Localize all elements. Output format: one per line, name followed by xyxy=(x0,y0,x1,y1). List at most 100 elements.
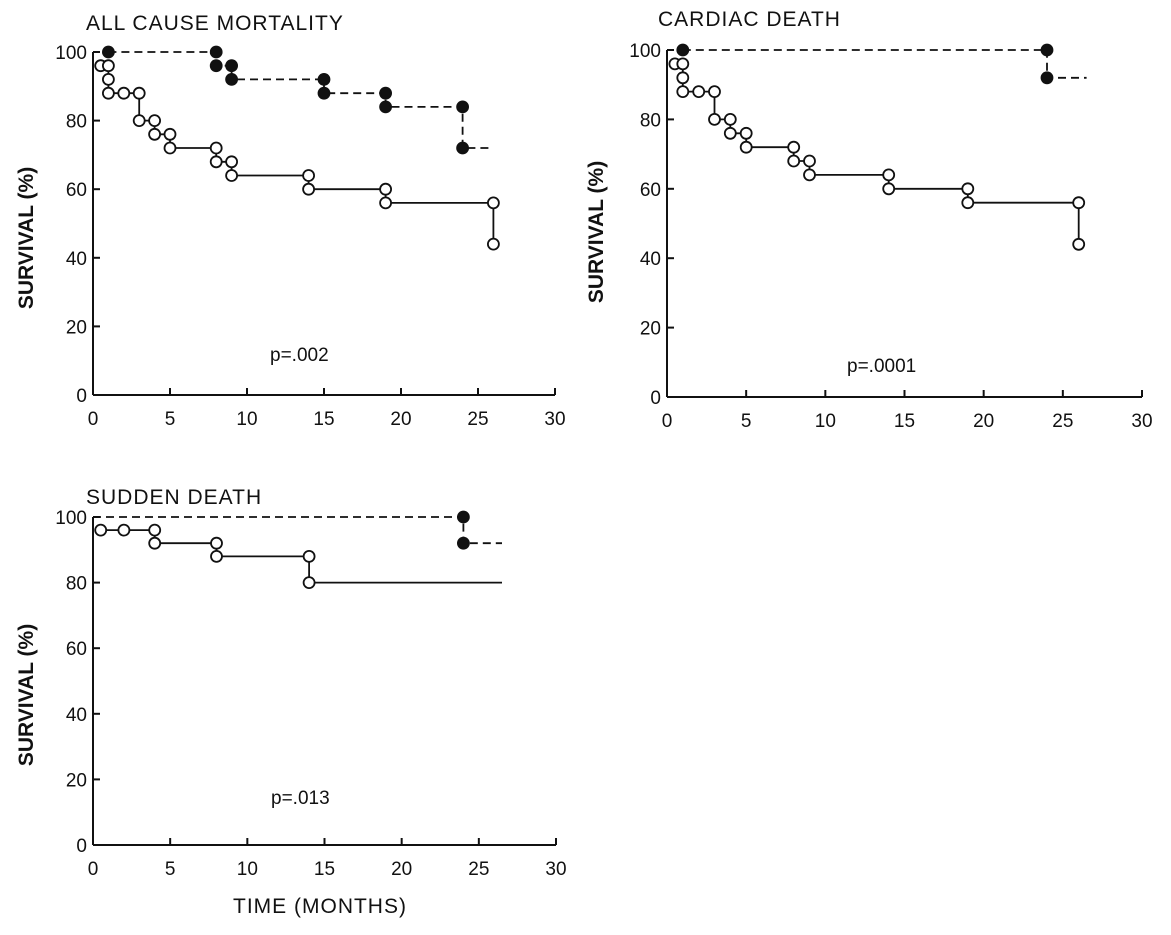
filled-marker xyxy=(209,59,223,73)
treated-group-curve xyxy=(93,516,502,545)
y-tick-label: 80 xyxy=(66,112,87,133)
x-tick-label: 25 xyxy=(467,409,488,430)
x-tick-label: 25 xyxy=(468,859,489,880)
x-tick-label: 15 xyxy=(314,859,335,880)
treated-group-curve xyxy=(682,49,1087,79)
x-tick-label: 10 xyxy=(815,411,836,432)
x-tick-label: 10 xyxy=(237,859,258,880)
y-tick-label: 80 xyxy=(66,574,87,595)
y-tick-label: 100 xyxy=(629,41,661,62)
filled-marker xyxy=(456,100,470,114)
open-marker xyxy=(723,126,737,140)
open-marker xyxy=(132,86,146,100)
open-marker xyxy=(379,182,393,196)
open-marker xyxy=(676,85,690,98)
filled-marker xyxy=(379,100,393,114)
y-axis-label: SURVIVAL (%) xyxy=(585,161,608,303)
open-marker xyxy=(148,523,162,537)
filled-marker xyxy=(456,510,470,524)
open-marker xyxy=(94,523,108,537)
open-marker xyxy=(708,85,721,98)
x-tick-label: 15 xyxy=(313,409,334,430)
open-marker xyxy=(708,113,721,126)
x-tick-label: 20 xyxy=(390,409,411,430)
open-marker xyxy=(148,536,162,550)
open-marker xyxy=(882,182,896,196)
open-marker xyxy=(225,169,239,182)
x-tick-label: 30 xyxy=(545,859,566,880)
filled-marker xyxy=(1040,43,1054,57)
x-tick-label: 20 xyxy=(391,859,412,880)
y-tick-label: 60 xyxy=(66,639,87,660)
x-tick-label: 30 xyxy=(1131,411,1152,432)
open-marker xyxy=(739,140,753,154)
open-marker xyxy=(302,550,316,563)
open-marker xyxy=(302,169,316,182)
y-tick-label: 0 xyxy=(76,836,87,857)
open-marker xyxy=(163,127,177,141)
filled-marker xyxy=(225,73,239,86)
x-tick-label: 30 xyxy=(544,409,565,430)
filled-marker xyxy=(456,141,470,155)
filled-marker xyxy=(1040,71,1054,85)
open-marker xyxy=(225,155,239,169)
filled-marker xyxy=(676,43,690,57)
open-marker xyxy=(739,126,753,140)
chart-title: SUDDEN DEATH xyxy=(86,486,262,509)
y-tick-label: 40 xyxy=(66,705,87,726)
y-axis-label: SURVIVAL (%) xyxy=(15,624,38,766)
x-tick-label: 5 xyxy=(741,411,752,432)
open-marker xyxy=(787,154,801,168)
y-tick-label: 20 xyxy=(66,770,87,791)
open-marker xyxy=(1072,237,1086,251)
filled-marker xyxy=(317,73,331,86)
y-tick-label: 20 xyxy=(66,317,87,338)
open-marker xyxy=(209,141,223,155)
open-marker xyxy=(1072,196,1086,210)
chart-title: ALL CAUSE MORTALITY xyxy=(86,12,344,35)
open-marker xyxy=(102,86,115,100)
open-marker xyxy=(486,196,500,210)
panel-sudden-death: SUDDEN DEATH SURVIVAL (%) p=.013 TIME (M… xyxy=(15,486,567,918)
filled-marker xyxy=(317,86,331,100)
control-group-curve xyxy=(674,63,1080,245)
open-marker xyxy=(379,196,393,210)
y-tick-label: 80 xyxy=(640,110,661,131)
open-marker xyxy=(486,237,500,251)
x-tick-label: 10 xyxy=(236,409,257,430)
y-tick-label: 40 xyxy=(640,249,661,270)
x-tick-label: 20 xyxy=(973,411,994,432)
filled-marker xyxy=(209,45,223,59)
y-tick-label: 100 xyxy=(55,508,87,529)
panel-all-cause-mortality: ALL CAUSE MORTALITY SURVIVAL (%) p=.002 … xyxy=(15,12,566,430)
filled-marker xyxy=(102,45,115,59)
x-tick-label: 0 xyxy=(88,409,99,430)
p-value-annotation: p=.002 xyxy=(270,345,329,366)
filled-marker xyxy=(379,86,393,100)
open-marker xyxy=(692,85,706,98)
y-tick-label: 0 xyxy=(650,388,661,409)
open-marker xyxy=(787,140,801,154)
open-marker xyxy=(961,196,975,210)
y-tick-label: 60 xyxy=(66,180,87,201)
x-tick-label: 5 xyxy=(165,409,176,430)
open-marker xyxy=(961,182,975,196)
p-value-annotation: p=.013 xyxy=(271,788,330,809)
open-marker xyxy=(132,114,146,127)
y-tick-label: 100 xyxy=(55,43,87,64)
x-tick-label: 0 xyxy=(88,859,99,880)
x-tick-label: 0 xyxy=(662,411,673,432)
open-marker xyxy=(102,59,115,73)
open-marker xyxy=(102,73,115,86)
open-marker xyxy=(676,71,690,85)
x-axis-label: TIME (MONTHS) xyxy=(233,895,407,918)
open-marker xyxy=(803,154,816,168)
filled-marker xyxy=(225,59,239,73)
x-tick-label: 15 xyxy=(894,411,915,432)
open-marker xyxy=(676,57,690,71)
open-marker xyxy=(148,114,162,127)
control-group-curve xyxy=(100,529,502,584)
open-marker xyxy=(723,113,737,126)
open-marker xyxy=(163,141,177,155)
